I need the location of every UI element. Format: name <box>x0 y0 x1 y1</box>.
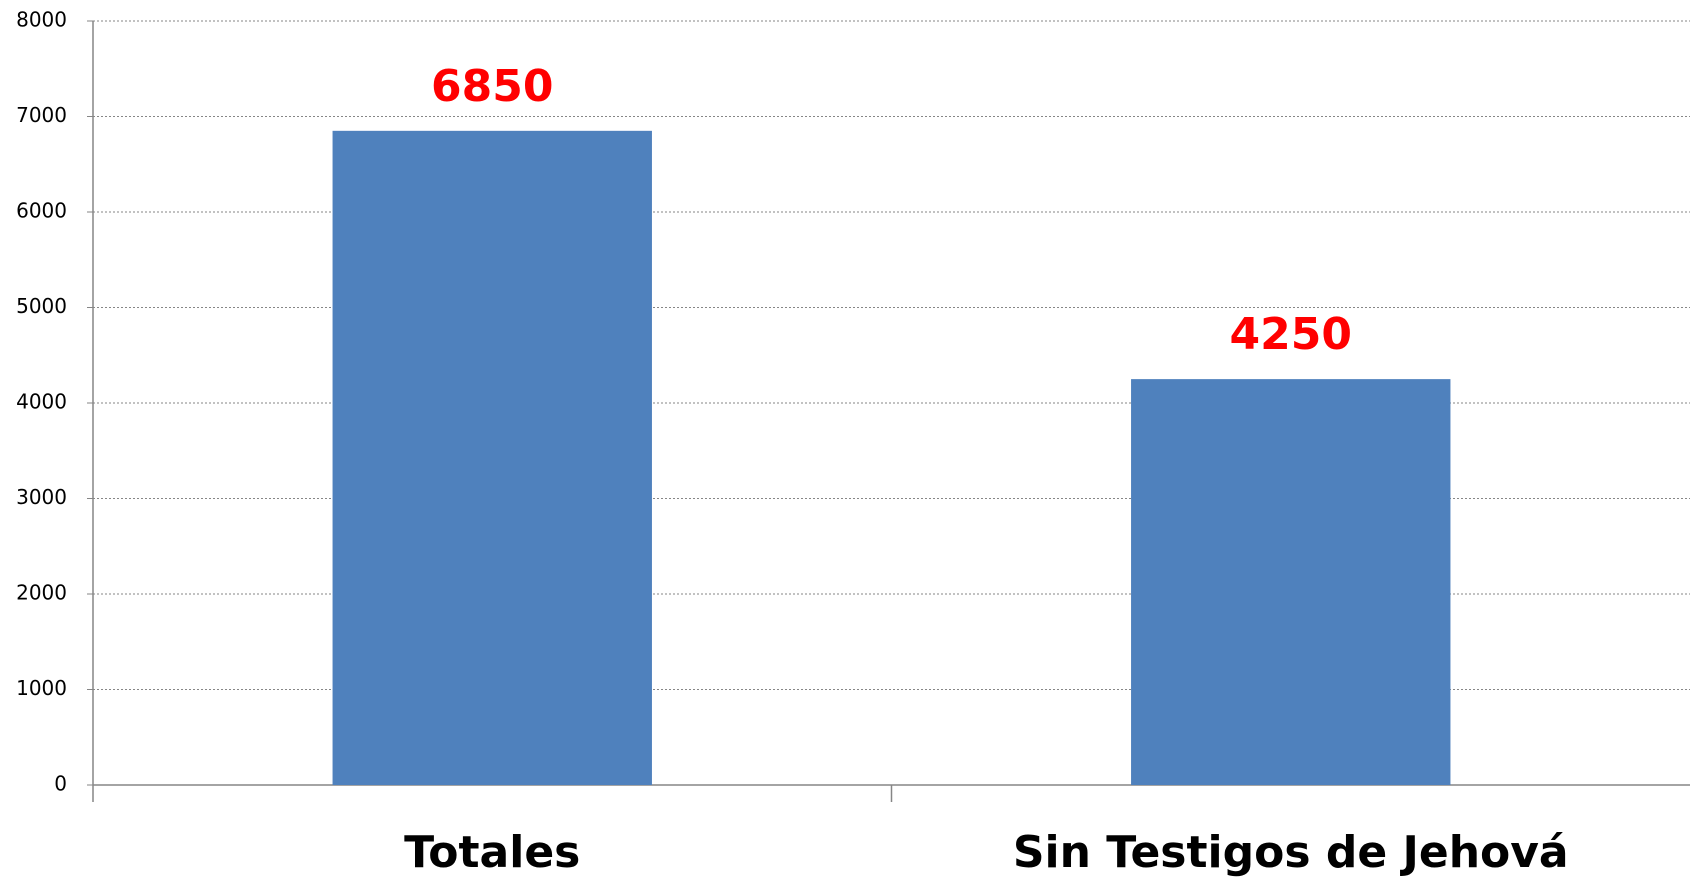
value-label: 4250 <box>1230 309 1352 360</box>
y-tick-label: 7000 <box>16 103 67 127</box>
y-tick-label: 3000 <box>16 485 67 509</box>
bar <box>1131 379 1451 785</box>
y-tick-label: 1000 <box>16 676 67 700</box>
y-tick-label: 8000 <box>16 8 67 32</box>
value-label: 6850 <box>431 61 553 112</box>
x-tick-label: Sin Testigos de Jehová <box>1013 827 1569 878</box>
y-tick-label: 0 <box>54 772 67 796</box>
bar <box>332 130 652 785</box>
x-tick-label: Totales <box>404 827 580 878</box>
y-tick-label: 5000 <box>16 294 67 318</box>
y-tick-label: 4000 <box>16 390 67 414</box>
y-tick-label: 2000 <box>16 581 67 605</box>
y-tick-label: 6000 <box>16 199 67 223</box>
